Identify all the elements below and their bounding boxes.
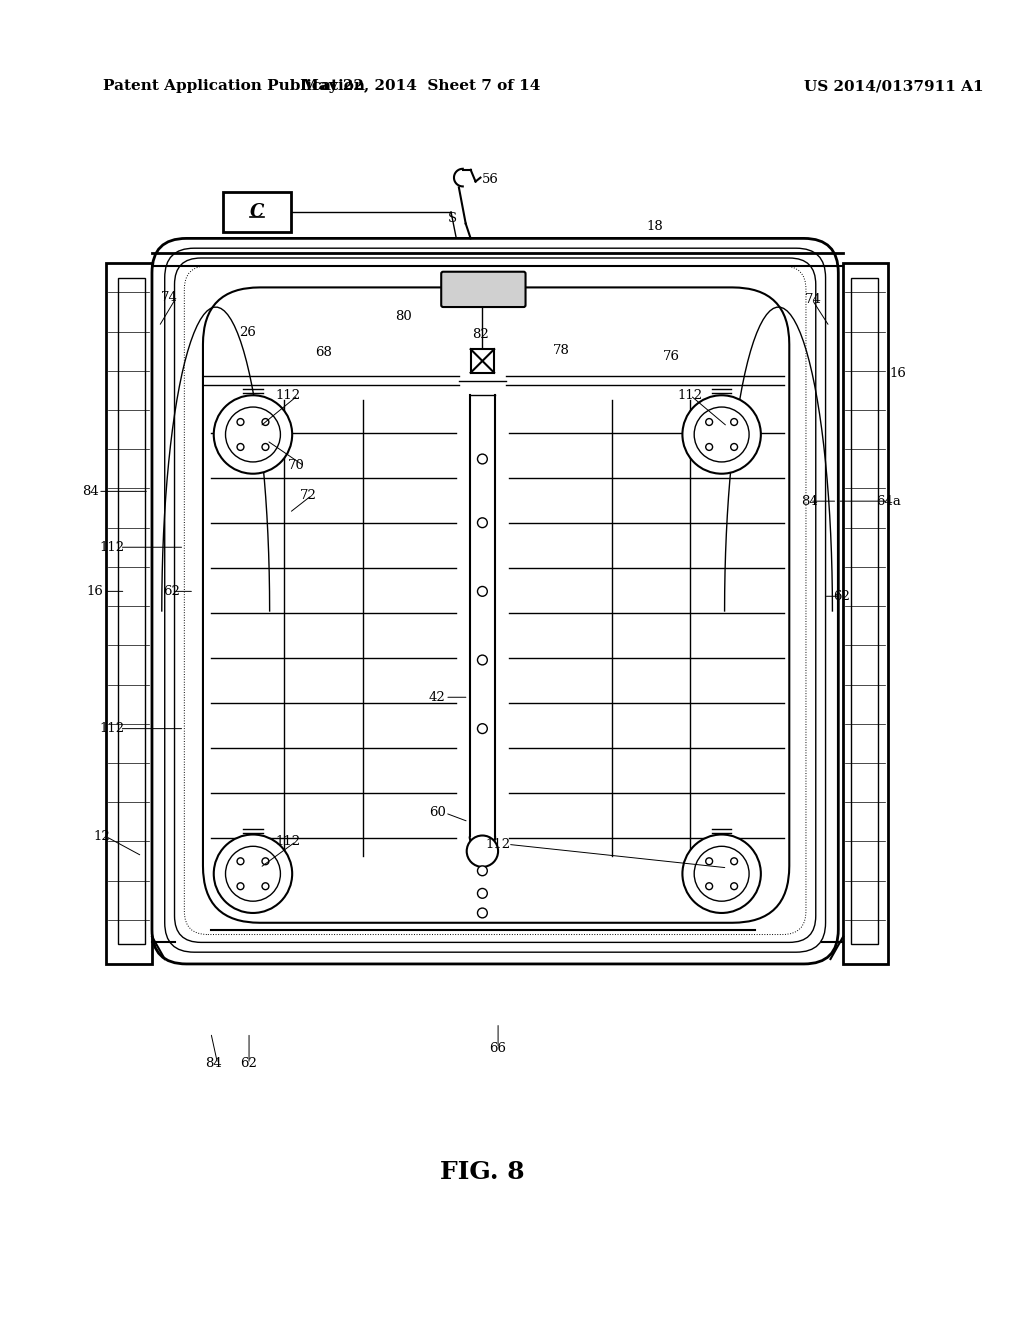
Text: 12: 12 [93,830,111,843]
Text: 16: 16 [87,585,103,598]
Text: 112: 112 [678,389,702,401]
Circle shape [706,418,713,425]
Text: 74: 74 [805,293,822,306]
Text: 26: 26 [239,326,256,339]
Circle shape [682,395,761,474]
Text: 66: 66 [489,1041,507,1055]
Polygon shape [118,277,145,944]
Circle shape [477,908,487,917]
FancyBboxPatch shape [152,239,839,964]
FancyBboxPatch shape [174,257,816,942]
Text: 56: 56 [482,173,499,186]
Circle shape [225,407,281,462]
Text: 112: 112 [485,838,511,851]
Text: 82: 82 [472,327,488,341]
Circle shape [731,883,737,890]
Circle shape [214,395,292,474]
Text: 78: 78 [552,343,569,356]
Text: 112: 112 [99,722,124,735]
FancyBboxPatch shape [203,288,790,923]
Circle shape [237,418,244,425]
Circle shape [682,834,761,913]
Circle shape [262,858,269,865]
Text: 60: 60 [429,807,445,820]
Text: 84: 84 [82,484,98,498]
Text: C: C [250,203,264,220]
Text: 74: 74 [161,290,178,304]
Circle shape [262,418,269,425]
Text: FIG. 8: FIG. 8 [440,1160,524,1184]
Circle shape [225,846,281,902]
Circle shape [237,858,244,865]
Text: 112: 112 [275,834,301,847]
Circle shape [477,723,487,734]
FancyBboxPatch shape [222,193,291,231]
Text: Patent Application Publication: Patent Application Publication [103,79,365,94]
Circle shape [477,866,487,875]
Circle shape [706,444,713,450]
Circle shape [262,883,269,890]
Circle shape [706,883,713,890]
Circle shape [731,444,737,450]
Text: 62: 62 [833,590,850,603]
Text: 16: 16 [890,367,906,380]
Text: 18: 18 [646,220,664,234]
Text: US 2014/0137911 A1: US 2014/0137911 A1 [804,79,984,94]
Text: 84: 84 [802,495,818,508]
Circle shape [262,444,269,450]
Text: 112: 112 [275,389,301,401]
Text: 64a: 64a [876,495,901,508]
Circle shape [477,517,487,528]
Circle shape [214,834,292,913]
FancyBboxPatch shape [441,272,525,308]
Text: 42: 42 [429,690,445,704]
Circle shape [477,888,487,898]
Text: 70: 70 [288,459,304,473]
Text: S: S [447,213,457,226]
FancyBboxPatch shape [165,248,825,952]
Circle shape [237,883,244,890]
Circle shape [731,858,737,865]
Circle shape [731,418,737,425]
Polygon shape [843,263,888,964]
Text: 62: 62 [241,1057,257,1071]
Text: 68: 68 [315,346,332,359]
Text: 112: 112 [99,541,124,554]
Polygon shape [851,277,878,944]
Text: 84: 84 [206,1057,222,1071]
Circle shape [477,655,487,665]
Text: 76: 76 [664,350,680,363]
Circle shape [467,836,498,867]
Circle shape [477,586,487,597]
Circle shape [706,858,713,865]
Text: 72: 72 [299,488,316,502]
Circle shape [477,454,487,463]
Circle shape [694,407,750,462]
Circle shape [694,846,750,902]
Text: May 22, 2014  Sheet 7 of 14: May 22, 2014 Sheet 7 of 14 [302,79,541,94]
FancyBboxPatch shape [471,350,495,372]
Text: 80: 80 [395,310,413,323]
Polygon shape [105,263,152,964]
Text: 62: 62 [163,585,180,598]
Circle shape [237,444,244,450]
